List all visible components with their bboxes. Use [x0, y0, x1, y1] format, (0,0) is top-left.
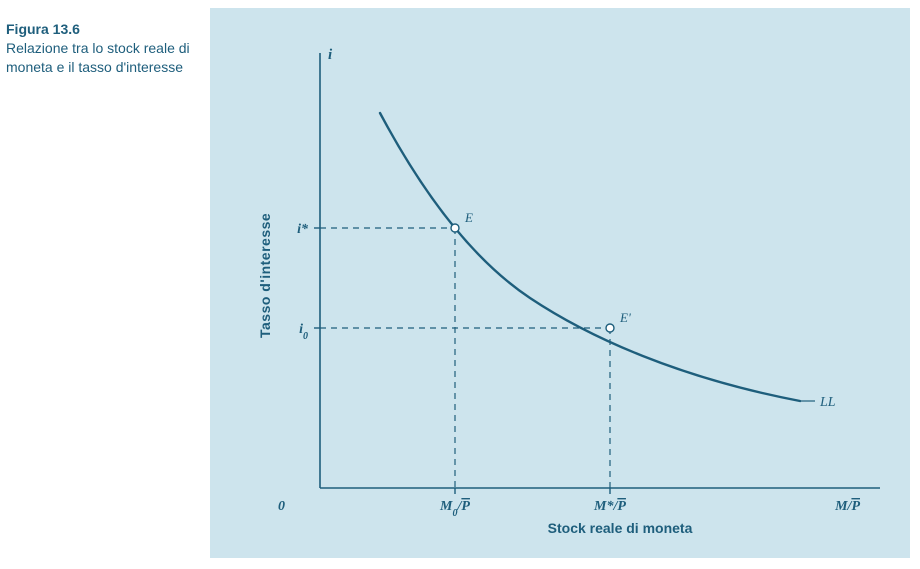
- y-axis-label: Tasso d'interesse: [257, 213, 273, 338]
- y-tick-label-i_0: i0: [299, 322, 308, 342]
- page: Figura 13.6 Relazione tra lo stock reale…: [0, 0, 920, 569]
- origin-label: 0: [278, 499, 285, 514]
- x-tick-label-m0: M0/P: [439, 499, 470, 519]
- chart-panel: i0Tasso d'interesseStock reale di moneta…: [210, 8, 910, 558]
- point-label-E_prime: E': [619, 310, 631, 325]
- x-axis-end-label: M/P: [834, 499, 860, 514]
- x-tick-label-mstar: M*/P: [593, 499, 626, 514]
- point-label-E: E: [464, 210, 473, 225]
- x-axis-label: Stock reale di moneta: [548, 520, 693, 536]
- figure-number: Figura 13.6: [6, 21, 80, 37]
- chart-svg: i0Tasso d'interesseStock reale di moneta…: [210, 8, 910, 558]
- point-E_prime: [606, 324, 614, 332]
- point-E: [451, 224, 459, 232]
- figure-caption: Figura 13.6 Relazione tra lo stock reale…: [6, 20, 201, 77]
- curve-label: LL: [819, 395, 836, 410]
- y-axis-var: i: [328, 47, 333, 63]
- figure-title: Relazione tra lo stock reale di moneta e…: [6, 40, 190, 75]
- y-tick-label-i_star: i*: [297, 222, 309, 237]
- ll-curve: [380, 113, 800, 401]
